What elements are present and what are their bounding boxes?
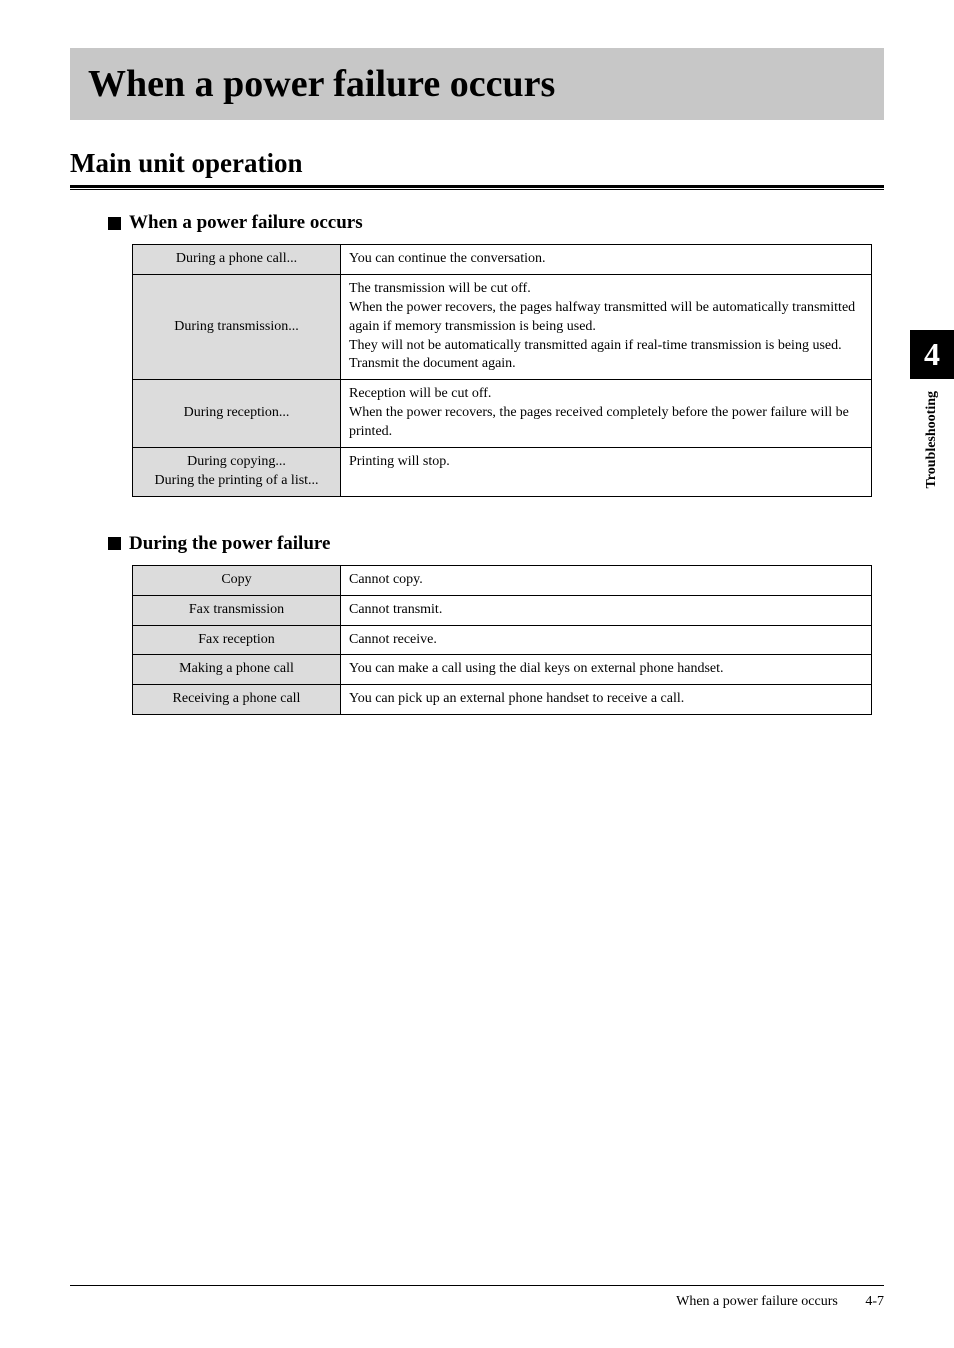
subheading: When a power failure occurs — [108, 212, 884, 234]
page-footer: When a power failure occurs 4-7 — [70, 1285, 884, 1310]
square-bullet-icon — [108, 537, 121, 550]
square-bullet-icon — [108, 217, 121, 230]
table-row: During a phone call... You can continue … — [133, 245, 872, 275]
table-row: Copy Cannot copy. — [133, 565, 872, 595]
subheading-text: During the power failure — [129, 533, 330, 555]
page-root: When a power failure occurs Main unit op… — [0, 0, 954, 1348]
section-rule — [70, 185, 884, 190]
page-title-bar: When a power failure occurs — [70, 48, 884, 120]
chapter-label: Troubleshooting — [924, 391, 940, 489]
subsection-during-failure: During the power failure Copy Cannot cop… — [108, 533, 884, 715]
chapter-tab: 4 Troubleshooting — [910, 330, 954, 489]
table-row: During reception... Reception will be cu… — [133, 380, 872, 448]
table-row: During transmission... The transmission … — [133, 274, 872, 379]
table-value: Cannot copy. — [341, 565, 872, 595]
table-value: You can continue the conversation. — [341, 245, 872, 275]
subheading-text: When a power failure occurs — [129, 212, 363, 234]
table-label: Receiving a phone call — [133, 685, 341, 715]
table-label: During transmission... — [133, 274, 341, 379]
table-row: Receiving a phone call You can pick up a… — [133, 685, 872, 715]
table-value: You can pick up an external phone handse… — [341, 685, 872, 715]
table-label: During a phone call... — [133, 245, 341, 275]
table-power-failure: During a phone call... You can continue … — [132, 244, 872, 497]
page-title: When a power failure occurs — [88, 62, 866, 106]
table-row: During copying...During the printing of … — [133, 448, 872, 497]
subsection-power-failure: When a power failure occurs During a pho… — [108, 212, 884, 497]
table-row: Fax reception Cannot receive. — [133, 625, 872, 655]
chapter-number: 4 — [910, 330, 954, 379]
table-value: Printing will stop. — [341, 448, 872, 497]
table-label: During copying...During the printing of … — [133, 448, 341, 497]
table-value: Cannot transmit. — [341, 595, 872, 625]
table-value: The transmission will be cut off.When th… — [341, 274, 872, 379]
table-label: During reception... — [133, 380, 341, 448]
section-heading: Main unit operation — [70, 148, 884, 179]
table-value: Cannot receive. — [341, 625, 872, 655]
table-label: Making a phone call — [133, 655, 341, 685]
table-label: Copy — [133, 565, 341, 595]
table-row: Making a phone call You can make a call … — [133, 655, 872, 685]
table-value: Reception will be cut off.When the power… — [341, 380, 872, 448]
table-label: Fax transmission — [133, 595, 341, 625]
table-value: You can make a call using the dial keys … — [341, 655, 872, 685]
table-row: Fax transmission Cannot transmit. — [133, 595, 872, 625]
table-label: Fax reception — [133, 625, 341, 655]
footer-text: When a power failure occurs — [676, 1294, 838, 1309]
table-during-failure: Copy Cannot copy. Fax transmission Canno… — [132, 565, 872, 715]
footer-page-number: 4-7 — [865, 1294, 884, 1309]
subheading: During the power failure — [108, 533, 884, 555]
